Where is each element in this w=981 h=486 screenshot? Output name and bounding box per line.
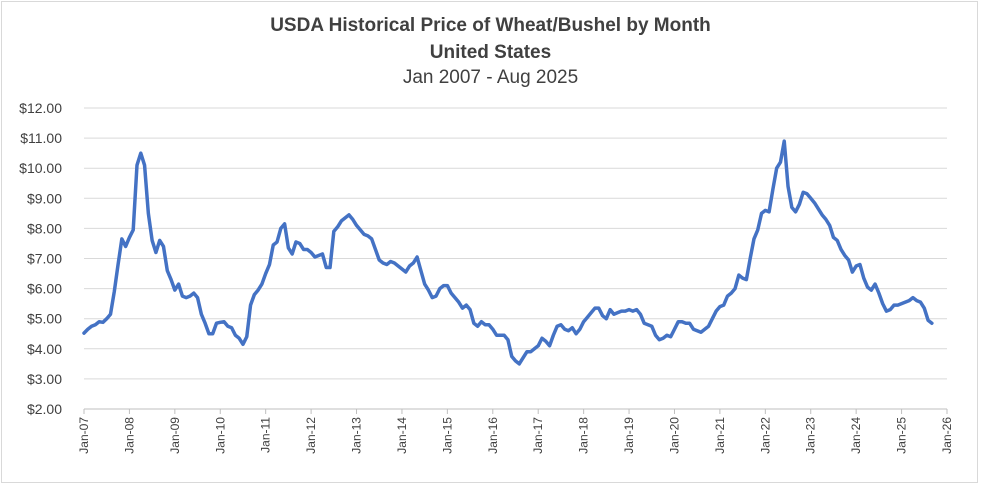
x-tick-label: Jan-24 bbox=[849, 417, 863, 454]
x-tick-label: Jan-11 bbox=[259, 417, 273, 453]
y-tick-label: $8.00 bbox=[27, 220, 62, 236]
x-tick-label: Jan-13 bbox=[350, 417, 364, 454]
x-tick-label: Jan-18 bbox=[577, 417, 591, 454]
chart-subtitle: United States bbox=[429, 42, 552, 63]
y-tick-label: $11.00 bbox=[20, 130, 62, 146]
x-tick-label: Jan-10 bbox=[213, 417, 227, 454]
price-series-line bbox=[82, 139, 934, 366]
x-tick-label: Jan-14 bbox=[395, 417, 409, 454]
x-tick-label: Jan-22 bbox=[758, 417, 772, 454]
chart-title: USDA Historical Price of Wheat/Bushel by… bbox=[270, 15, 711, 36]
chart-date-range: Jan 2007 - Aug 2025 bbox=[402, 67, 579, 88]
y-tick-label: $3.00 bbox=[27, 371, 62, 387]
series-layer bbox=[82, 139, 934, 366]
y-tick-label: $12.00 bbox=[19, 100, 62, 116]
x-tick-label: Jan-17 bbox=[531, 417, 545, 454]
x-tick-label: Jan-19 bbox=[622, 417, 636, 454]
x-tick-label: Jan-21 bbox=[713, 417, 727, 454]
x-tick-label: Jan-16 bbox=[486, 417, 500, 454]
y-tick-label: $2.00 bbox=[27, 401, 62, 417]
y-tick-label: $4.00 bbox=[27, 341, 62, 357]
x-tick-label: Jan-12 bbox=[304, 417, 318, 454]
x-tick-label: Jan-15 bbox=[440, 417, 454, 454]
y-tick-label: $5.00 bbox=[27, 311, 62, 327]
y-tick-label: $10.00 bbox=[19, 160, 62, 176]
x-tick-label: Jan-08 bbox=[122, 417, 136, 454]
x-axis: Jan-07 Jan-08 Jan-09 Jan-10 Jan-11 Jan-12 Jan-… bbox=[77, 408, 954, 454]
x-tick-label: Jan-25 bbox=[895, 417, 909, 454]
y-tick-label: $7.00 bbox=[27, 251, 62, 267]
x-tick-label: Jan-26 bbox=[940, 417, 954, 454]
y-tick-label: $6.00 bbox=[27, 281, 62, 297]
y-axis: $2.00 $3.00 $4.00 $5.00 $6.00 $7.00 $8.00 $9.00… bbox=[19, 100, 62, 417]
x-tick-label: Jan-09 bbox=[168, 417, 182, 454]
x-tick-label: Jan-20 bbox=[667, 417, 681, 454]
x-tick-label: Jan-23 bbox=[804, 417, 818, 454]
x-tick-label: Jan-07 bbox=[77, 417, 91, 454]
y-tick-label: $9.00 bbox=[27, 190, 62, 206]
gridlines bbox=[84, 107, 947, 410]
